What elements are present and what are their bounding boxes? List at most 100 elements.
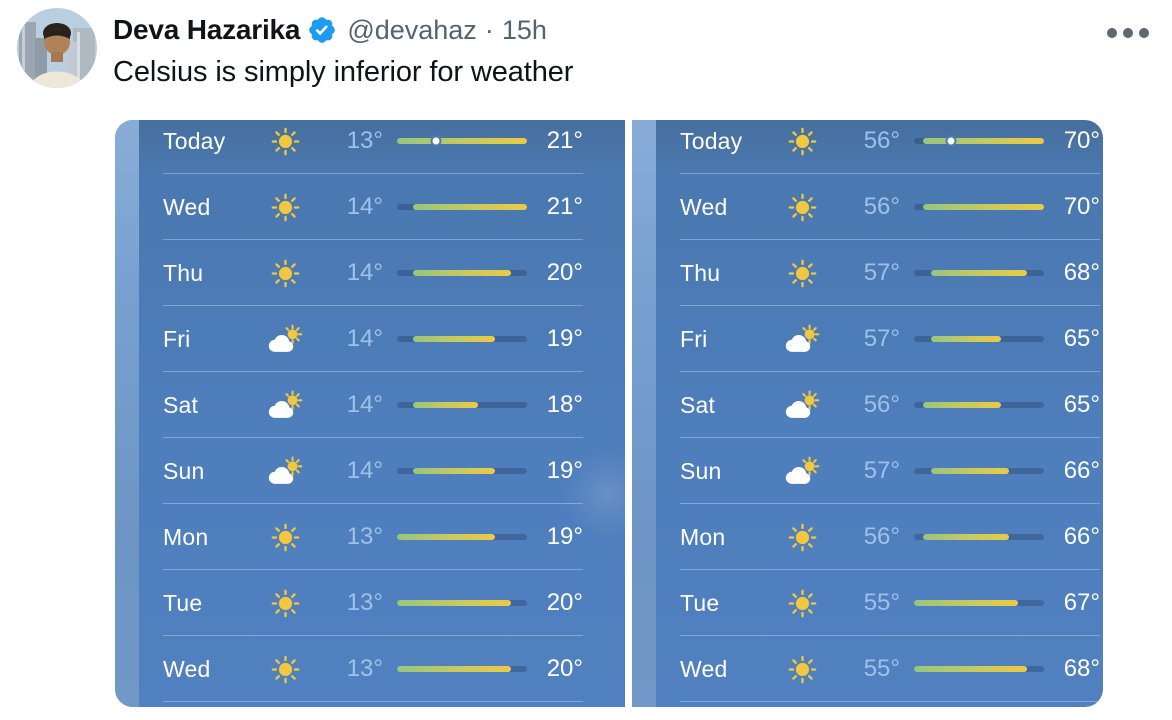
temp-range-fill: [413, 270, 511, 276]
forecast-row: Mon 56° 66°: [632, 504, 1103, 570]
sun-icon: [784, 190, 820, 224]
temp-range-fill: [922, 138, 1044, 144]
temp-range-fill: [922, 204, 1044, 210]
forecast-row: Sat 14° 18°: [115, 372, 625, 438]
forecast-row: Today 13° 21°: [115, 120, 625, 174]
day-label: Today: [680, 127, 743, 154]
temp-range-bar: [914, 402, 1044, 408]
forecast-rows: Today 56° 70° Wed 56° 70° Thu: [632, 120, 1103, 702]
temp-range-bar: [397, 336, 527, 342]
tweet-header: Deva Hazarika @devahaz · 15h: [113, 12, 547, 48]
temp-range-bar: [914, 468, 1044, 474]
avatar-photo: [17, 8, 97, 88]
forecast-row: Sun 57° 66°: [632, 438, 1103, 504]
screen-edge-strip: [632, 120, 656, 707]
day-label: Tue: [163, 589, 203, 616]
temp-range-bar: [397, 468, 527, 474]
sun-icon: [784, 652, 820, 686]
sun-cloud-icon: [267, 454, 303, 488]
avatar[interactable]: [17, 8, 97, 88]
dot-separator: ·: [484, 14, 494, 45]
high-temp: 19°: [546, 457, 583, 484]
timestamp[interactable]: 15h: [501, 14, 547, 45]
sun-icon: [267, 586, 303, 620]
low-temp: 13°: [346, 127, 383, 154]
forecast-row: Wed 14° 21°: [115, 174, 625, 240]
forecast-row: Wed 55° 68°: [632, 636, 1103, 702]
forecast-row: Wed 13° 20°: [115, 636, 625, 702]
low-temp: 14°: [346, 193, 383, 220]
forecast-row: Thu 57° 68°: [632, 240, 1103, 306]
temp-range-fill: [397, 534, 495, 540]
temp-range-fill: [931, 468, 1010, 474]
sun-icon: [784, 520, 820, 554]
forecast-rows: Today 13° 21° Wed 14° 21° Thu: [115, 120, 625, 702]
temp-range-bar: [397, 204, 527, 210]
day-label: Sat: [680, 391, 716, 418]
high-temp: 67°: [1063, 589, 1100, 616]
more-button[interactable]: [1102, 20, 1154, 46]
temp-range-bar: [914, 336, 1044, 342]
tweet-image-weather-comparison[interactable]: Today 13° 21° Wed 14° 21° Thu: [115, 120, 1103, 707]
day-label: Mon: [680, 523, 726, 550]
forecast-row: Sat 56° 65°: [632, 372, 1103, 438]
forecast-row: Tue 55° 67°: [632, 570, 1103, 636]
temp-range-bar: [397, 137, 527, 145]
temp-range-bar: [397, 270, 527, 276]
sun-icon: [784, 256, 820, 290]
temp-range-fill: [914, 666, 1027, 672]
day-label: Thu: [680, 259, 721, 286]
high-temp: 19°: [546, 523, 583, 550]
temp-range-fill: [413, 336, 495, 342]
author-handle[interactable]: @devahaz: [347, 14, 477, 45]
high-temp: 66°: [1063, 457, 1100, 484]
high-temp: 21°: [546, 127, 583, 154]
sun-icon: [267, 256, 303, 290]
high-temp: 21°: [546, 193, 583, 220]
high-temp: 66°: [1063, 523, 1100, 550]
temp-range-bar: [914, 137, 1044, 145]
high-temp: 68°: [1063, 259, 1100, 286]
low-temp: 57°: [863, 457, 900, 484]
low-temp: 14°: [346, 391, 383, 418]
low-temp: 57°: [863, 259, 900, 286]
temp-range-fill: [914, 600, 1018, 606]
day-label: Wed: [163, 655, 211, 682]
high-temp: 70°: [1063, 127, 1100, 154]
high-temp: 70°: [1063, 193, 1100, 220]
day-label: Fri: [680, 325, 708, 352]
day-label: Sun: [163, 457, 205, 484]
high-temp: 68°: [1063, 655, 1100, 682]
sun-icon: [267, 124, 303, 158]
forecast-row: Today 56° 70°: [632, 120, 1103, 174]
temp-range-bar: [397, 600, 527, 606]
forecast-row: Fri 57° 65°: [632, 306, 1103, 372]
day-label: Tue: [680, 589, 720, 616]
author-name[interactable]: Deva Hazarika: [113, 14, 301, 45]
day-label: Wed: [163, 193, 211, 220]
background-glow: [563, 448, 625, 539]
low-temp: 55°: [863, 589, 900, 616]
temp-range-bar: [914, 270, 1044, 276]
sun-cloud-icon: [267, 322, 303, 356]
low-temp: 56°: [863, 127, 900, 154]
high-temp: 19°: [546, 325, 583, 352]
sun-icon: [784, 586, 820, 620]
verified-icon: [307, 15, 337, 45]
sun-cloud-icon: [267, 388, 303, 422]
more-icon: [1107, 28, 1117, 38]
temp-range-bar: [397, 666, 527, 672]
temp-range-fill: [931, 270, 1027, 276]
temp-range-bar: [914, 600, 1044, 606]
temp-range-bar: [397, 402, 527, 408]
temp-range-fill: [931, 336, 1001, 342]
high-temp: 20°: [546, 655, 583, 682]
sun-icon: [267, 190, 303, 224]
forecast-row: Fri 14° 19°: [115, 306, 625, 372]
low-temp: 13°: [346, 655, 383, 682]
tweet-text: Celsius is simply inferior for weather: [113, 56, 574, 88]
forecast-row: Thu 14° 20°: [115, 240, 625, 306]
temp-range-fill: [922, 402, 1001, 408]
low-temp: 13°: [346, 589, 383, 616]
